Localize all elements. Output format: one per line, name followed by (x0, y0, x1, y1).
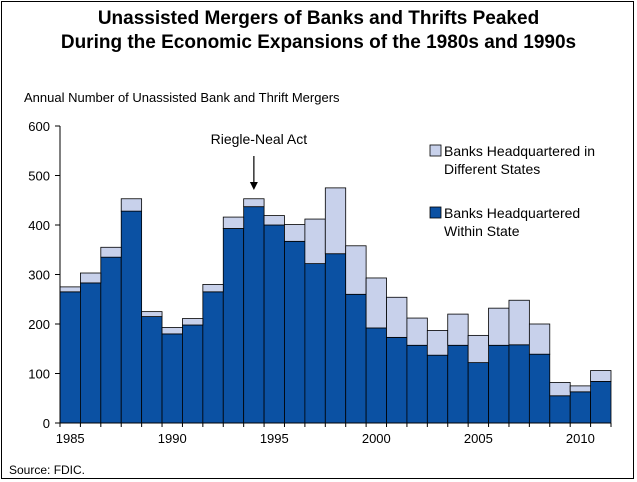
x-tick-label-2005: 2005 (464, 431, 493, 446)
bar-within-state-1992 (202, 291, 224, 424)
bar-different-states-2006 (488, 307, 510, 346)
legend-within-state: Banks Headquartered Within State (429, 205, 580, 239)
legend-different-states-label-line2: Different States (444, 161, 540, 177)
bar-different-states-1988 (120, 198, 143, 212)
x-tick-label-2010: 2010 (566, 431, 595, 446)
bar-within-state-1996 (284, 240, 306, 424)
x-tick-label-1990: 1990 (158, 431, 187, 446)
bar-within-state-2005 (467, 362, 489, 424)
bar-different-states-1999 (345, 245, 367, 295)
bar-different-states-2004 (447, 313, 469, 346)
legend-different-states: Banks Headquartered in Different States (429, 143, 595, 177)
y-tick-label-500: 500 (28, 169, 50, 184)
chart-title: Unassisted Mergers of Banks and Thrifts … (97, 8, 540, 29)
legend-within-state-label-line2: Within State (444, 223, 520, 239)
bar-within-state-2009 (549, 395, 571, 424)
bar-different-states-2008 (528, 323, 551, 355)
y-axis-label: Annual Number of Unassisted Bank and Thr… (24, 90, 340, 105)
bar-within-state-2001 (386, 336, 408, 424)
bar-different-states-2001 (386, 296, 408, 338)
bar-within-state-1988 (120, 210, 143, 424)
bar-different-states-2007 (508, 299, 530, 346)
bar-different-states-1993 (222, 216, 245, 229)
bar-within-state-2007 (508, 344, 530, 424)
bar-different-states-1985 (59, 286, 81, 293)
y-tick-label-200: 200 (28, 317, 50, 332)
x-tick-label-1985: 1985 (56, 431, 85, 446)
bar-different-states-1996 (284, 224, 306, 242)
bar-within-state-1987 (100, 256, 122, 424)
bar-within-state-2002 (406, 344, 428, 424)
bar-different-states-2000 (365, 277, 387, 329)
bar-different-states-2010 (569, 385, 592, 393)
bar-within-state-2006 (488, 344, 510, 424)
y-tick-label-300: 300 (28, 268, 50, 283)
bar-different-states-2009 (549, 382, 571, 397)
annotation: Riegle-Neal Act (211, 131, 308, 190)
bar-within-state-1991 (182, 324, 204, 424)
bar-within-state-1999 (345, 293, 367, 424)
bar-different-states-2005 (467, 334, 489, 364)
bar-within-state-1986 (80, 282, 102, 424)
x-tick-label-2000: 2000 (362, 431, 391, 446)
bar-different-states-1997 (304, 218, 326, 265)
bar-different-states-1991 (182, 318, 204, 326)
bar-different-states-1992 (202, 283, 224, 293)
bar-different-states-1987 (100, 246, 122, 258)
y-tick-label-0: 0 (43, 416, 50, 431)
bar-within-state-2011 (590, 381, 612, 424)
bar-within-state-1989 (141, 316, 163, 424)
bar-within-state-1990 (161, 333, 183, 424)
bar-within-state-2000 (365, 327, 387, 424)
bar-different-states-1986 (80, 272, 102, 284)
bar-within-state-1997 (304, 263, 326, 424)
legend-within-state-swatch (429, 206, 442, 219)
y-tick-label-400: 400 (28, 218, 50, 233)
bar-within-state-2004 (447, 344, 469, 424)
bar-within-state-2008 (528, 353, 551, 424)
source-note: Source: FDIC. (9, 463, 86, 477)
annotation-arrow-head (249, 182, 258, 190)
bars-group (59, 187, 612, 424)
y-tick-label-600: 600 (28, 119, 50, 134)
axes-group: 0 100 200 300 400 500 600 1985 1990 1995 2000 2005 2… (28, 119, 612, 446)
bar-different-states-2002 (406, 317, 428, 346)
bar-different-states-1989 (141, 311, 163, 317)
bar-different-states-2003 (426, 330, 449, 356)
legend-different-states-swatch (429, 144, 442, 157)
bar-within-state-2003 (426, 354, 449, 424)
y-tick-label-100: 100 (28, 367, 50, 382)
bar-different-states-1990 (161, 327, 183, 335)
bar-different-states-1995 (263, 215, 285, 226)
bar-within-state-1994 (243, 206, 265, 424)
x-tick-label-1995: 1995 (260, 431, 289, 446)
annotation-label: Riegle-Neal Act (211, 131, 308, 147)
chart-subtitle: During the Economic Expansions of the 19… (60, 32, 577, 53)
bar-different-states-2011 (590, 370, 612, 382)
bar-within-state-1998 (324, 253, 347, 424)
bar-within-state-1995 (263, 224, 285, 424)
bar-within-state-1985 (59, 291, 81, 424)
legend-different-states-label-line1: Banks Headquartered in (444, 143, 595, 159)
bar-within-state-1993 (222, 228, 245, 424)
bar-within-state-2010 (569, 391, 592, 424)
bar-different-states-1994 (243, 198, 265, 208)
bar-different-states-1998 (324, 187, 347, 255)
legend-within-state-label-line1: Banks Headquartered (444, 205, 580, 221)
